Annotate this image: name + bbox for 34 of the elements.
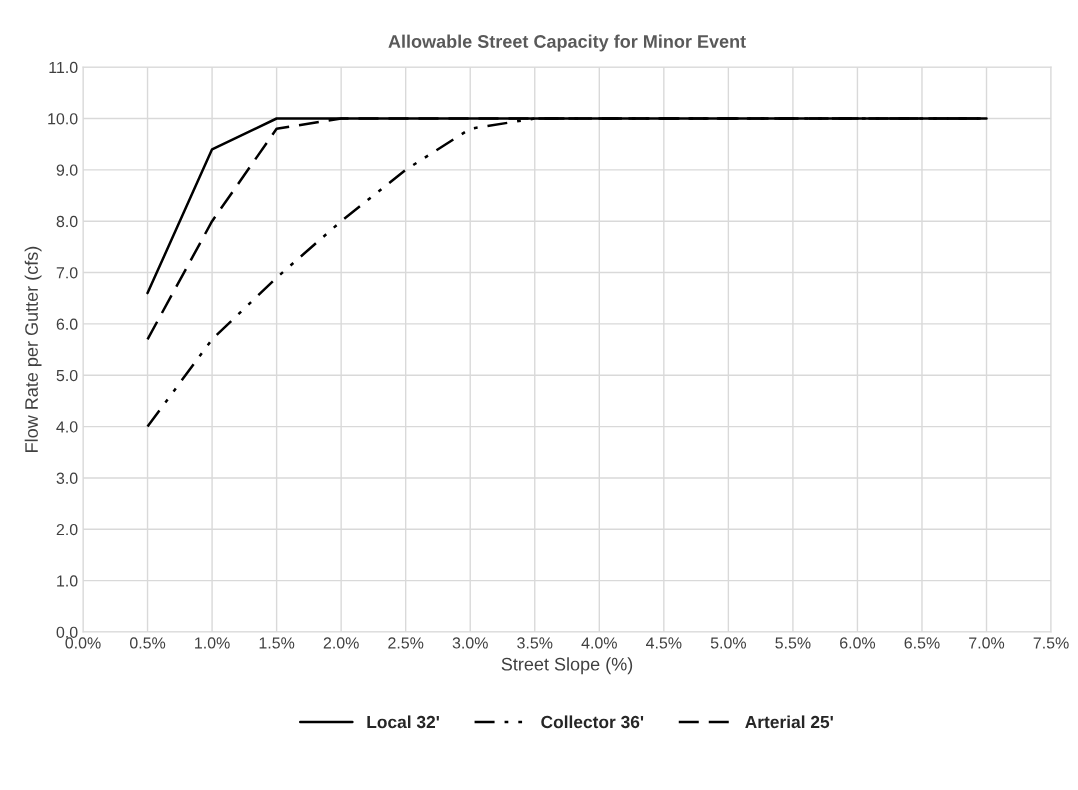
y-tick-label: 9.0	[56, 164, 78, 176]
y-tick-label: 0.0	[56, 626, 78, 638]
y-tick-label: 7.0	[56, 267, 78, 279]
y-tick-label: 10.0	[48, 113, 78, 125]
y-tick-label: 3.0	[56, 472, 78, 484]
x-tick-label: 6.5%	[904, 637, 940, 649]
x-tick-label: 5.5%	[775, 637, 811, 649]
x-tick-label: 2.5%	[388, 637, 424, 649]
x-tick-label: 7.0%	[969, 637, 1005, 649]
legend-label: Arterial 25'	[745, 715, 833, 729]
y-tick-label: 4.0	[56, 421, 78, 433]
y-tick-label: 8.0	[56, 215, 78, 228]
x-tick-label: 1.0%	[195, 637, 230, 649]
x-tick-label: 1.5%	[259, 637, 295, 649]
x-tick-label: 2.0%	[323, 637, 359, 649]
y-tick-label: 11.0	[49, 61, 78, 74]
x-tick-label: 7.5%	[1033, 637, 1069, 649]
x-tick-label: 4.0%	[581, 637, 617, 649]
x-tick-label: 3.0%	[452, 637, 488, 649]
chart-title: Allowable Street Capacity for Minor Event	[388, 34, 746, 52]
y-axis-title: Flow Rate per Gutter (cfs)	[24, 246, 42, 452]
x-tick-label: 4.5%	[646, 637, 682, 649]
x-tick-label: 0.5%	[129, 637, 166, 649]
x-axis-title: Street Slope (%)	[501, 657, 633, 675]
x-tick-label: 5.0%	[710, 637, 746, 649]
legend-label: Local 32'	[367, 715, 439, 729]
y-tick-label: 1.0	[57, 575, 78, 587]
x-tick-label: 6.0%	[840, 637, 876, 649]
y-tick-label: 5.0	[56, 369, 78, 382]
y-tick-label: 2.0	[56, 523, 78, 536]
legend-label: Collector 36'	[541, 715, 644, 729]
y-tick-label: 6.0	[56, 318, 78, 330]
x-tick-label: 0.0%	[65, 637, 101, 649]
x-tick-label: 3.5%	[517, 637, 553, 649]
